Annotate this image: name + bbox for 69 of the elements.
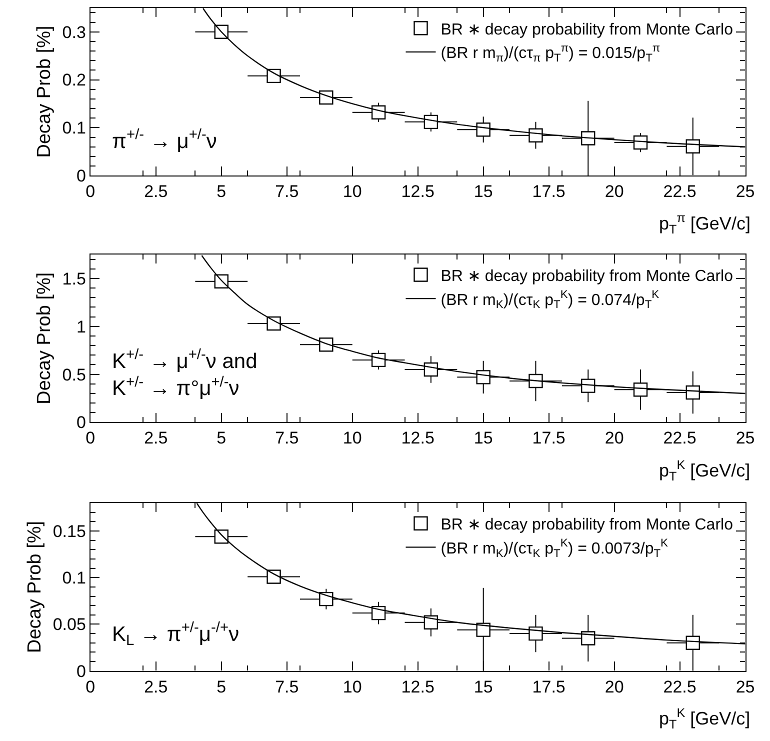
legend-label: BR ∗ decay probability from Monte Carlo	[440, 268, 734, 286]
x-tick-label: 12.5	[401, 677, 434, 696]
annotation: K$_{L}$ → π$^{+/-}$μ$^{-/+}$ν	[112, 620, 240, 650]
x-tick-label: 15	[474, 428, 493, 448]
y-tick-label: 0.15	[52, 522, 86, 542]
point	[528, 128, 543, 142]
x-tick-label: 25	[736, 182, 755, 202]
x-tick-label: 20	[604, 677, 624, 696]
x-tick-label: 7.5	[275, 182, 299, 202]
x-tick-label: 22.5	[663, 677, 696, 696]
x-tick-label: 5	[216, 428, 226, 448]
y-tick-label: 0	[76, 662, 86, 681]
x-tick-label: 22.5	[663, 428, 696, 448]
y-tick-label: 0.1	[62, 118, 86, 138]
x-tick-label: 25	[736, 677, 755, 696]
x-tick-label: 7.5	[275, 677, 299, 696]
x-tick-label: 12.5	[401, 182, 434, 202]
y-tick-label: 1	[76, 317, 86, 336]
point	[476, 370, 490, 384]
y-axis-title: Decay Prob [%]	[34, 26, 56, 158]
x-tick-label: 22.5	[663, 182, 696, 202]
legend-label: BR ∗ decay probability from Monte Carlo	[440, 21, 734, 38]
x-tick-label: 7.5	[275, 428, 299, 448]
y-axis-title: Decay Prob [%]	[34, 272, 56, 404]
point	[476, 622, 490, 637]
x-tick-label: 10	[342, 428, 362, 448]
point	[581, 378, 596, 393]
x-tick-label: 2.5	[144, 182, 168, 202]
x-tick-label: 17.5	[532, 677, 566, 696]
y-tick-label: 1.5	[62, 269, 86, 288]
text: K$^{+/-}$ → μ$^{+/-}$ν and K$^{+/-}$ → π°μ$^{+/-}$ν	[112, 347, 258, 400]
y-tick-label: 0.1	[62, 568, 86, 588]
y-tick-label: 0.2	[62, 70, 86, 90]
x-tick-label: 20	[604, 428, 624, 448]
y-tick-label: 0	[76, 413, 86, 432]
x-tick-label: 17.5	[532, 428, 566, 448]
point	[319, 592, 334, 606]
point	[581, 131, 596, 146]
y-axis-title: Decay Prob [%]	[24, 520, 46, 653]
x-axis-title: p$_{T}$$^{π}$ [GeV/c]	[659, 211, 750, 236]
x-tick-label: 5	[216, 677, 226, 696]
y-tick-label: 0.3	[62, 22, 86, 42]
point	[528, 374, 543, 388]
x-tick-label: 15	[474, 677, 493, 696]
point	[581, 631, 596, 646]
x-tick-label: 25	[736, 428, 755, 448]
legend-label: BR ∗ decay probability from Monte Carlo	[440, 516, 734, 534]
y-tick-label: 0	[76, 166, 86, 186]
point	[686, 139, 700, 154]
x-tick-label: 10	[342, 677, 362, 696]
point	[528, 626, 543, 641]
x-axis-title: p$_{T}$$^{K}$ [GeV/c]	[659, 458, 750, 484]
x-axis-title: p$_{T}$$^{K}$ [GeV/c]	[659, 706, 750, 732]
point	[476, 122, 490, 137]
point	[319, 90, 334, 105]
x-tick-label: 2.5	[144, 428, 168, 448]
x-tick-label: 12.5	[401, 428, 434, 448]
annotation: π$^{+/-}$ → μ$^{+/-}$ν	[112, 127, 217, 153]
x-tick-label: 20	[604, 182, 624, 202]
x-tick-label: 10	[342, 182, 362, 202]
x-tick-label: 17.5	[532, 182, 566, 202]
x-tick-label: 15	[474, 182, 493, 202]
y-tick-label: 0.05	[52, 615, 86, 634]
y-tick-label: 0.5	[62, 365, 86, 384]
point	[371, 352, 386, 368]
point	[319, 338, 334, 352]
x-tick-label: 5	[216, 182, 226, 202]
x-tick-label: 2.5	[144, 677, 168, 696]
point	[633, 382, 648, 397]
